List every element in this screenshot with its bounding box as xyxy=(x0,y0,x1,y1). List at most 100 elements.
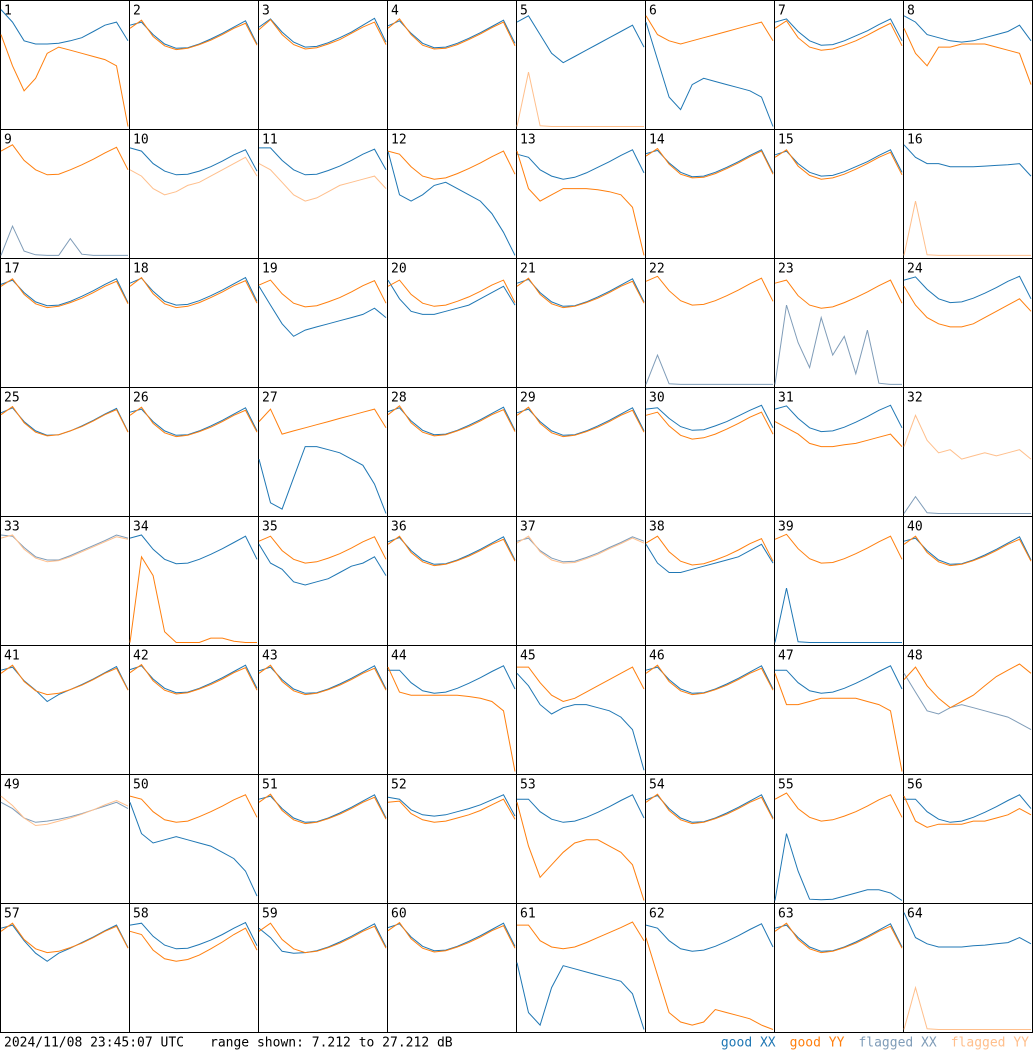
spectrum-trace xyxy=(645,21,774,127)
panel-label: 27 xyxy=(262,391,278,406)
panel-border xyxy=(258,516,388,646)
panel-border xyxy=(516,903,646,1033)
spectrum-trace xyxy=(903,144,1032,177)
spectrum-trace xyxy=(387,18,516,50)
panel-border xyxy=(903,645,1033,775)
spectrum-trace xyxy=(517,666,645,703)
spectrum-trace xyxy=(516,71,644,127)
spectrum-trace xyxy=(645,353,773,385)
panel-label: 8 xyxy=(907,4,915,19)
spectrum-trace xyxy=(129,276,258,306)
panel: 7 xyxy=(774,0,904,130)
spectrum-trace xyxy=(645,411,774,440)
panel-label: 52 xyxy=(391,778,407,793)
panel-border xyxy=(387,645,517,775)
panel-label: 30 xyxy=(649,391,665,406)
panel: 38 xyxy=(645,516,775,646)
panel-border xyxy=(0,645,130,775)
panel-label: 64 xyxy=(907,907,923,922)
panel-label: 25 xyxy=(4,391,20,406)
spectrum-trace xyxy=(774,923,903,952)
panel: 56 xyxy=(903,774,1033,904)
panel-border xyxy=(774,903,904,1033)
spectrum-trace xyxy=(258,793,387,825)
spectrum-trace xyxy=(516,150,645,256)
spectrum-trace xyxy=(129,794,258,823)
panel: 36 xyxy=(387,516,517,646)
spectrum-trace xyxy=(258,544,387,586)
panel-label: 26 xyxy=(133,391,149,406)
panel: 51 xyxy=(258,774,388,904)
panel: 52 xyxy=(387,774,517,904)
spectrum-trace xyxy=(388,665,516,694)
spectrum-trace xyxy=(903,536,1032,565)
spectrum-trace xyxy=(903,985,1031,1030)
panel-border xyxy=(903,129,1033,259)
panel: 24 xyxy=(903,258,1033,388)
spectrum-trace xyxy=(774,533,903,564)
spectrum-trace xyxy=(0,924,129,962)
panel-label: 37 xyxy=(520,520,536,535)
panel-border xyxy=(0,258,130,388)
panel-border xyxy=(0,516,130,646)
panel-label: 15 xyxy=(778,133,794,148)
panel-border xyxy=(387,903,517,1033)
spectrum-trace xyxy=(259,147,387,176)
spectrum-trace xyxy=(387,150,516,256)
panel-label: 35 xyxy=(262,520,278,535)
panel: 59 xyxy=(258,903,388,1033)
legend-entry: good YY xyxy=(790,1036,845,1051)
panel-border xyxy=(903,774,1033,904)
panel-border xyxy=(516,645,646,775)
panel-border xyxy=(645,129,775,259)
panel-label: 41 xyxy=(4,649,20,664)
panel: 27 xyxy=(258,387,388,517)
panel: 15 xyxy=(774,129,904,259)
spectrum-trace xyxy=(129,663,258,695)
panel-label: 22 xyxy=(649,262,665,277)
panel: 42 xyxy=(129,645,259,775)
panel-border xyxy=(0,903,130,1033)
spectrum-trace xyxy=(774,673,903,772)
panel: 43 xyxy=(258,645,388,775)
panel-border xyxy=(516,129,646,259)
panel-label: 39 xyxy=(778,520,794,535)
panel: 8 xyxy=(903,0,1033,130)
panel: 20 xyxy=(387,258,517,388)
spectrum-trace xyxy=(645,275,774,306)
panel-label: 62 xyxy=(649,907,665,922)
spectrum-trace xyxy=(903,673,1032,731)
spectrum-trace xyxy=(903,663,1032,709)
panel: 58 xyxy=(129,903,259,1033)
panel-label: 56 xyxy=(907,778,923,793)
spectrum-trace xyxy=(774,833,903,901)
spectrum-trace xyxy=(387,279,516,315)
spectrum-trace xyxy=(645,535,774,566)
spectrum-trace xyxy=(645,147,774,179)
panel-border xyxy=(516,387,646,517)
panel-border xyxy=(903,516,1033,646)
panel: 39 xyxy=(774,516,904,646)
panel: 25 xyxy=(0,387,130,517)
spectrum-trace xyxy=(258,535,387,564)
spectrum-trace xyxy=(645,937,774,1030)
timestamp: 2024/11/08 23:45:07 UTC xyxy=(4,1036,184,1051)
panel-border xyxy=(774,258,904,388)
spectrum-trace xyxy=(129,406,258,438)
panel-label: 32 xyxy=(907,391,923,406)
spectrum-trace xyxy=(774,279,903,309)
spectrum-trace xyxy=(129,156,258,196)
panel: 6 xyxy=(645,0,775,130)
spectrum-trace xyxy=(516,672,645,771)
panel-label: 21 xyxy=(520,262,536,277)
spectrum-trace xyxy=(129,802,258,897)
panel-border xyxy=(516,258,646,388)
panel-border xyxy=(774,0,904,130)
panel-label: 33 xyxy=(4,520,20,535)
spectrum-trace xyxy=(129,921,258,950)
panel-border xyxy=(0,0,130,130)
spectrum-trace xyxy=(0,278,129,307)
spectrum-trace xyxy=(903,413,1032,460)
panel: 2 xyxy=(129,0,259,130)
